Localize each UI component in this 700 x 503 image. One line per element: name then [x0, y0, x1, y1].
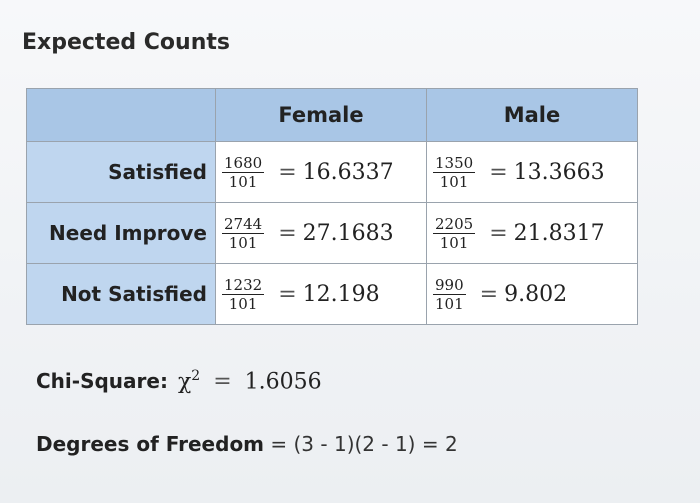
fraction: 2205 101: [433, 214, 476, 252]
cell-value: 27.1683: [302, 220, 394, 246]
table-row: Satisfied 1680 101 = 16.6337 1350: [26, 141, 638, 203]
denominator: 101: [228, 294, 258, 313]
fraction: 990 101: [433, 276, 466, 313]
column-header-female: Female: [215, 88, 427, 142]
numerator: 1680: [222, 153, 265, 173]
chi-symbol: χ: [177, 369, 192, 395]
numerator: 2744: [222, 214, 265, 234]
fraction: 1232 101: [222, 275, 265, 313]
header-corner-cell: [26, 88, 216, 142]
row-label-not-satisfied: Not Satisfied: [26, 263, 216, 325]
page-title: Expected Counts: [22, 30, 230, 55]
header-row: Female Male: [26, 88, 638, 142]
degrees-of-freedom-label: Degrees of Freedom: [36, 432, 265, 456]
cell-value: 9.802: [504, 281, 568, 307]
numerator: 2205: [433, 214, 476, 234]
row-label-satisfied: Satisfied: [26, 141, 216, 203]
chi-square-expression: χ2 = 1.6056: [178, 368, 322, 394]
equals-sign: =: [479, 281, 499, 307]
denominator: 101: [228, 172, 258, 191]
cell-not-satisfied-female: 1232 101 = 12.198: [215, 263, 427, 325]
cell-value: 13.3663: [513, 159, 605, 185]
cell-not-satisfied-male: 990 101 = 9.802: [426, 263, 638, 325]
denominator: 101: [439, 233, 469, 252]
equals-sign: =: [278, 220, 297, 246]
fraction: 1350 101: [433, 153, 476, 191]
cell-satisfied-male: 1350 101 = 13.3663: [426, 141, 638, 203]
table-row: Need Improve 2744 101 = 27.1683 220: [26, 202, 638, 264]
chi-square-label: Chi-Square:: [36, 369, 168, 394]
cell-need-improve-male: 2205 101 = 21.8317: [426, 202, 638, 264]
equals-sign: =: [278, 159, 297, 185]
denominator: 101: [435, 294, 464, 313]
cell-value: 16.6337: [302, 159, 394, 185]
denominator: 101: [228, 233, 258, 252]
numerator: 1350: [433, 153, 476, 173]
equals-sign: =: [213, 369, 232, 395]
equals-sign: =: [489, 220, 508, 246]
denominator: 101: [439, 172, 469, 191]
fraction: 2744 101: [222, 214, 265, 252]
degrees-of-freedom: Degrees of Freedom = (3 - 1)(2 - 1) = 2: [36, 432, 458, 456]
table-row: Not Satisfied 1232 101 = 12.198 990: [26, 263, 638, 325]
row-label-need-improve: Need Improve: [26, 202, 216, 264]
column-header-male: Male: [426, 88, 638, 142]
numerator: 990: [433, 275, 466, 295]
chi-square-value: 1.6056: [244, 369, 322, 395]
degrees-of-freedom-expression: = (3 - 1)(2 - 1) = 2: [270, 432, 458, 456]
chi-exponent: 2: [191, 368, 201, 384]
fraction: 1680 101: [222, 153, 265, 191]
expected-counts-table-wrap: Female Male Satisfied 1680 101 = 16.6337: [26, 88, 638, 325]
equals-sign: =: [489, 159, 508, 185]
chi-square-result: Chi-Square: χ2 = 1.6056: [36, 368, 322, 394]
equals-sign: =: [278, 281, 297, 307]
cell-need-improve-female: 2744 101 = 27.1683: [215, 202, 427, 264]
numerator: 1232: [222, 275, 265, 295]
cell-value: 12.198: [302, 281, 380, 307]
cell-satisfied-female: 1680 101 = 16.6337: [215, 141, 427, 203]
cell-value: 21.8317: [513, 220, 605, 246]
expected-counts-table: Female Male Satisfied 1680 101 = 16.6337: [26, 88, 638, 325]
